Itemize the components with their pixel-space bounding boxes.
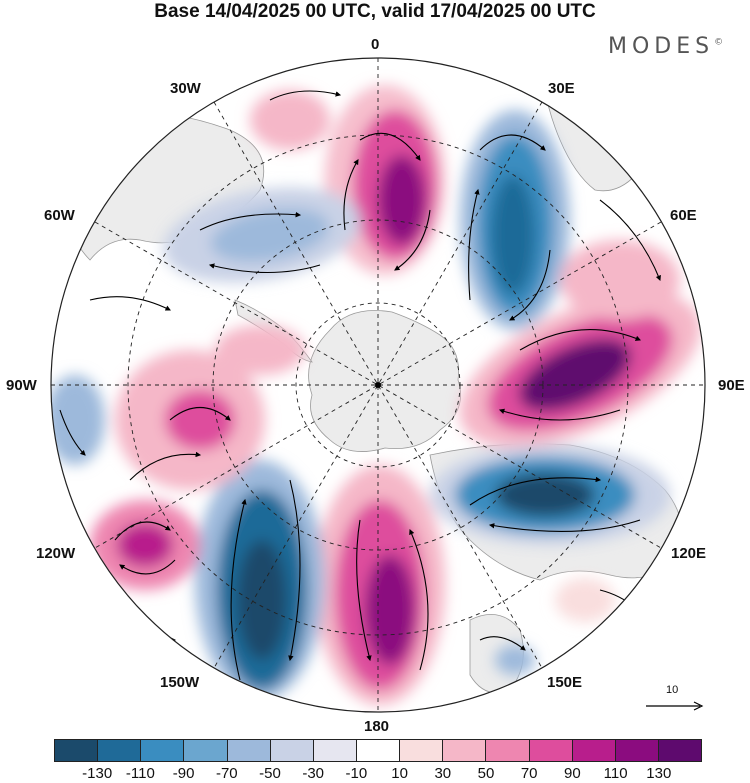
lon-label-0: 0 <box>371 36 380 53</box>
colorbar-tick-label: 110 <box>603 765 628 782</box>
lon-label-60w: 60W <box>44 207 75 224</box>
lon-label-120e: 120E <box>671 545 707 562</box>
reference-arrow-icon <box>646 701 704 711</box>
colorbar-tick-label: 130 <box>646 765 672 782</box>
brand-mark: © <box>714 37 724 48</box>
colorbar-tick-label: -110 <box>125 765 155 782</box>
colorbar-swatch <box>443 740 487 761</box>
colorbar-swatch <box>356 740 401 761</box>
lon-label-30w: 30W <box>170 80 201 97</box>
colorbar-swatch <box>313 740 357 761</box>
colorbar-swatch <box>270 740 314 761</box>
south-pole-marker <box>375 382 381 388</box>
reference-vector: 10 <box>644 684 706 712</box>
brand-logo: MODES© <box>608 34 723 59</box>
lon-label-120w: 120W <box>36 545 76 562</box>
lon-label-90e: 90E <box>718 377 745 394</box>
lon-label-150e: 150E <box>547 674 583 691</box>
colorbar-swatch <box>615 740 659 761</box>
colorbar-tick-label: -30 <box>302 765 325 782</box>
colorbar-ticks: -130 -110 -90 -70 -50 -30 -10 10 30 50 70 90 110 130 <box>0 765 750 783</box>
lon-label-150w: 150W <box>160 674 200 691</box>
lon-label-90w: 90W <box>6 377 37 394</box>
colorbar-tick-label: -10 <box>345 765 368 782</box>
lon-label-180: 180 <box>364 718 390 735</box>
colorbar <box>54 739 702 762</box>
colorbar-tick-label: 30 <box>434 765 452 782</box>
lon-label-30e: 30E <box>548 80 575 97</box>
graticule <box>51 58 705 712</box>
map-border <box>50 57 706 713</box>
colorbar-swatch <box>529 740 573 761</box>
reference-vector-value: 10 <box>666 684 679 696</box>
colorbar-swatch <box>98 740 142 761</box>
colorbar-tick-label: -130 <box>82 765 113 782</box>
colorbar-tick-label: -70 <box>215 765 238 782</box>
anomaly-field <box>51 85 701 705</box>
colorbar-swatch <box>184 740 228 761</box>
lon-label-60e: 60E <box>670 207 697 224</box>
colorbar-swatch <box>141 740 185 761</box>
map-title: Base 14/04/2025 00 UTC, valid 17/04/2025… <box>154 1 596 22</box>
colorbar-swatch <box>658 740 702 761</box>
colorbar-tick-label: 90 <box>564 765 581 782</box>
colorbar-swatch <box>572 740 616 761</box>
colorbar-tick-label: 50 <box>477 765 495 782</box>
colorbar-swatch <box>227 740 271 761</box>
antarctica <box>308 310 462 452</box>
brand-text: MODES <box>608 34 715 59</box>
colorbar-swatch <box>400 740 444 761</box>
colorbar-tick-label: 70 <box>520 765 538 782</box>
colorbar-tick-label: -50 <box>259 765 281 782</box>
colorbar-tick-label: 10 <box>391 765 408 782</box>
colorbar-swatch <box>55 740 99 761</box>
colorbar-swatch <box>486 740 530 761</box>
colorbar-tick-label: -90 <box>172 765 195 782</box>
